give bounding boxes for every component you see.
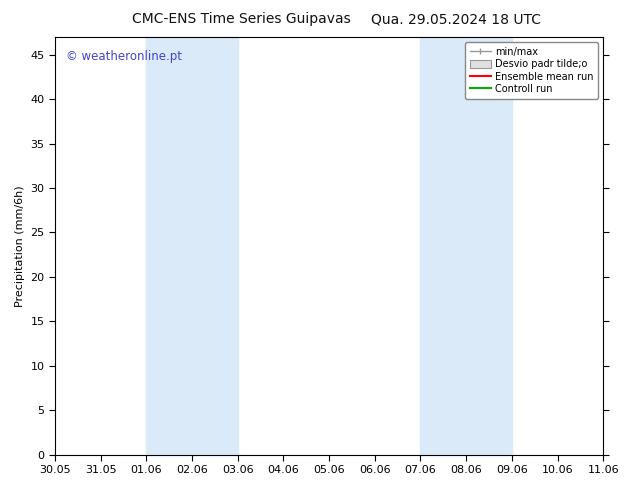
Bar: [420, 37, 512, 455]
Legend: min/max, Desvio padr tilde;o, Ensemble mean run, Controll run: min/max, Desvio padr tilde;o, Ensemble m…: [465, 42, 598, 99]
Bar: [146, 37, 238, 455]
Text: Qua. 29.05.2024 18 UTC: Qua. 29.05.2024 18 UTC: [372, 12, 541, 26]
Y-axis label: Precipitation (mm/6h): Precipitation (mm/6h): [15, 185, 25, 307]
Text: © weatheronline.pt: © weatheronline.pt: [66, 49, 182, 63]
Text: CMC-ENS Time Series Guipavas: CMC-ENS Time Series Guipavas: [131, 12, 351, 26]
